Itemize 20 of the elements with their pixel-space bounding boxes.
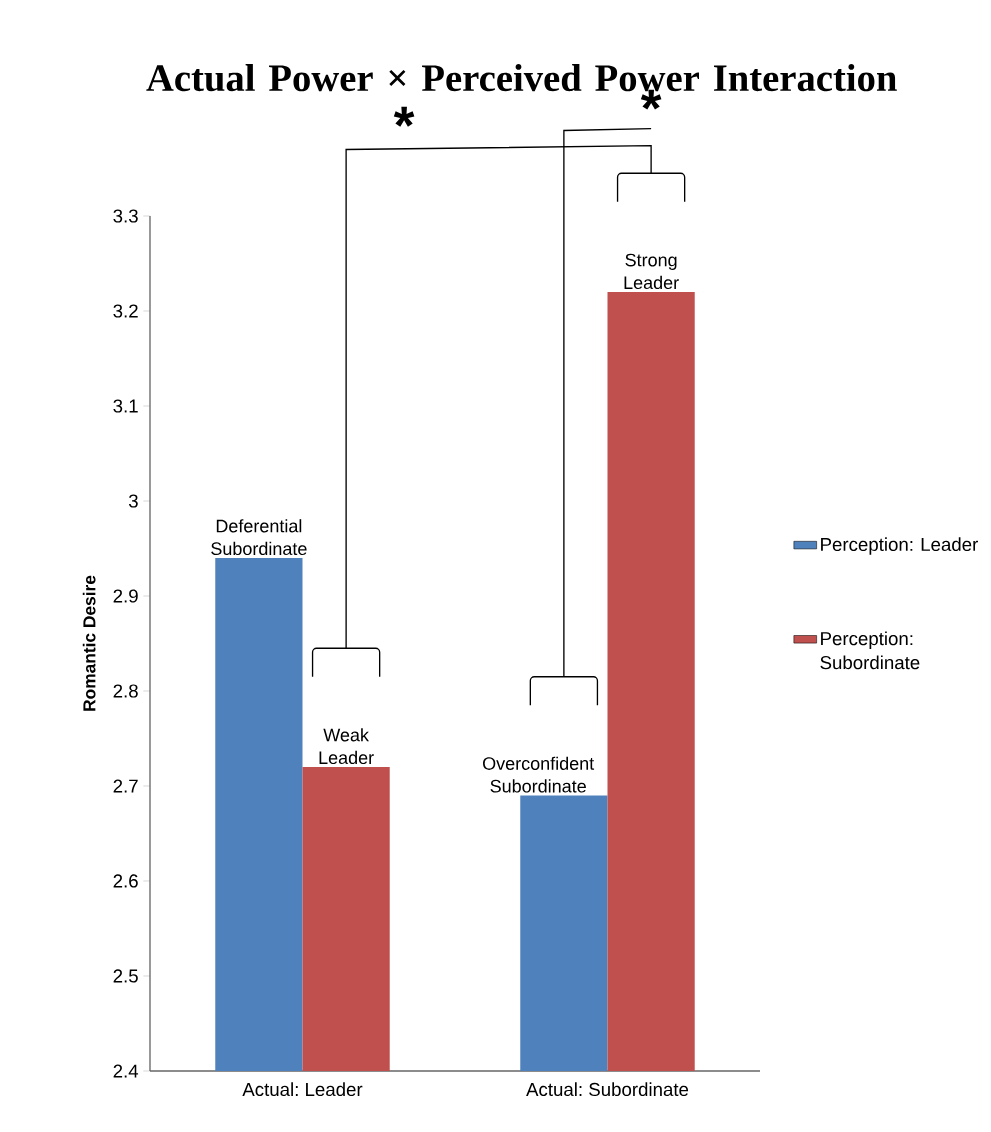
y-axis-title: Romantic Desire [82,575,96,711]
y-tick-label: 2.4 [113,1064,139,1078]
y-tick-label: 2.5 [113,969,138,983]
y-tick-label: 3.2 [113,304,138,318]
y-tick-label: 3.1 [113,399,138,413]
y-tick-label: 3.3 [113,209,138,223]
x-tick-label: Actual: Leader [242,1082,363,1097]
annotation: Weak Leader [319,728,374,765]
y-tick-label: 2.8 [113,684,138,698]
annotation: Overconfident Subordinate [483,756,595,793]
text: * [393,106,415,127]
y-tick-label: 2.9 [113,589,138,603]
annotation: Strong Leader [624,253,679,290]
y-tick-label: 3 [128,494,138,508]
y-tick-label: 2.7 [113,779,138,793]
legend-label: Perception: Subordinate [820,631,920,670]
x-tick-label: Actual: Subordinate [526,1082,689,1097]
legend-label: Perception: Leader [821,537,978,555]
y-tick-label: 2.6 [113,874,138,888]
annotation: Deferential Subordinate [211,519,307,556]
